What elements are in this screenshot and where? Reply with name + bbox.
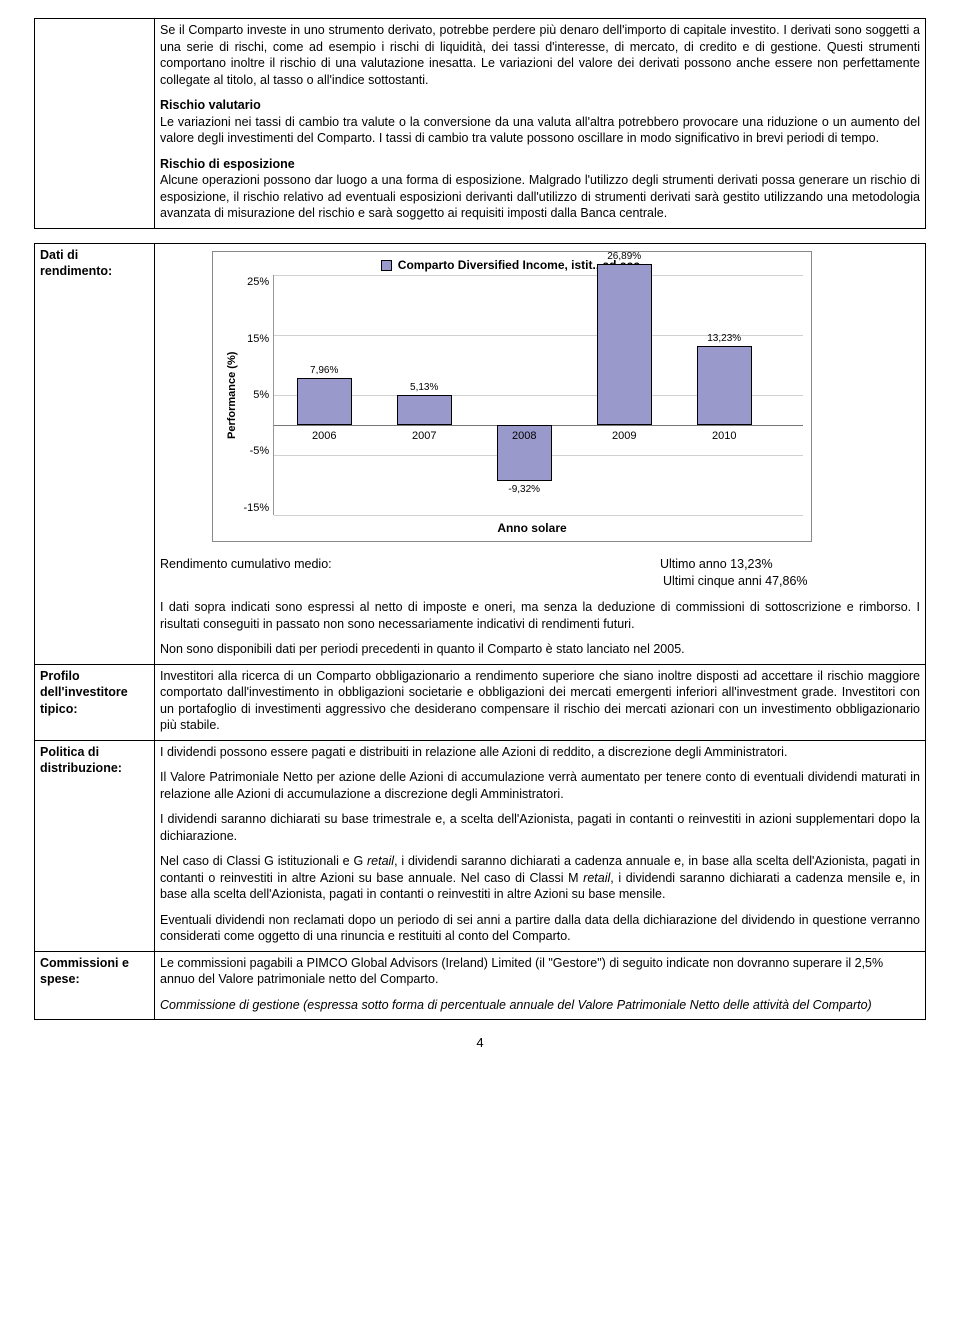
x-tick-label: 2009 — [612, 429, 636, 444]
chart-bar — [397, 395, 452, 426]
politica-p3: I dividendi saranno dichiarati su base t… — [160, 811, 920, 844]
label-politica: Politica di distribuzione: — [35, 740, 155, 951]
x-tick-label: 2010 — [712, 429, 736, 444]
heading-valutario: Rischio valutario — [160, 97, 920, 114]
top-risk-content: Se il Comparto investe in uno strumento … — [155, 19, 926, 229]
x-tick-label: 2007 — [412, 429, 436, 444]
politica-p2: Il Valore Patrimoniale Netto per azione … — [160, 769, 920, 802]
bar-value-label: 7,96% — [310, 364, 338, 377]
commissioni-p2: Commissione di gestione (espressa sotto … — [160, 997, 920, 1014]
performance-chart: Comparto Diversified Income, istit., ad … — [212, 251, 812, 543]
page-number: 4 — [34, 1034, 926, 1051]
y-tick: 25% — [244, 275, 270, 290]
x-tick-label: 2008 — [512, 429, 536, 444]
profilo-text: Investitori alla ricerca di un Comparto … — [160, 668, 920, 734]
y-axis-ticks: 25% 15% 5% -5% -15% — [244, 275, 274, 515]
paragraph-derivatives: Se il Comparto investe in uno strumento … — [160, 22, 920, 88]
label-profilo: Profilo dell'investitore tipico: — [35, 664, 155, 740]
y-tick: -5% — [244, 444, 270, 459]
bar-value-label: 26,89% — [607, 250, 641, 263]
bar-value-label: -9,32% — [508, 483, 540, 496]
politica-p5: Eventuali dividendi non reclamati dopo u… — [160, 912, 920, 945]
chart-bar — [297, 378, 352, 426]
chart-legend: Comparto Diversified Income, istit., ad … — [221, 258, 803, 274]
no-prior-data-text: Non sono disponibili dati per periodi pr… — [160, 641, 920, 658]
plot-area: 7,96%20065,13%2007-9,32%200826,89%200913… — [273, 275, 803, 515]
y-tick: 15% — [244, 332, 270, 347]
content-commissioni: Le commissioni pagabili a PIMCO Global A… — [155, 951, 926, 1020]
x-axis-label: Anno solare — [261, 521, 803, 537]
heading-esposizione: Rischio di esposizione — [160, 156, 920, 173]
bar-value-label: 13,23% — [707, 332, 741, 345]
bar-value-label: 5,13% — [410, 381, 438, 394]
label-rendimento: Dati di rendimento: — [35, 243, 155, 664]
legend-swatch-icon — [381, 260, 392, 271]
chart-bar — [697, 346, 752, 425]
politica-p1: I dividendi possono essere pagati e dist… — [160, 744, 920, 761]
content-profilo: Investitori alla ricerca di un Comparto … — [155, 664, 926, 740]
paragraph-valutario: Le variazioni nei tassi di cambio tra va… — [160, 114, 920, 147]
content-rendimento: Comparto Diversified Income, istit., ad … — [155, 243, 926, 664]
disclaimer-text: I dati sopra indicati sono espressi al n… — [160, 599, 920, 632]
cumulative-return-1yr: Ultimo anno 13,23% — [660, 556, 920, 573]
paragraph-esposizione: Alcune operazioni possono dar luogo a un… — [160, 172, 920, 222]
main-info-table: Dati di rendimento: Comparto Diversified… — [34, 243, 926, 1021]
y-tick: -15% — [244, 501, 270, 516]
politica-p4: Nel caso di Classi G istituzionali e G r… — [160, 853, 920, 903]
top-empty-label — [35, 19, 155, 229]
x-tick-label: 2006 — [312, 429, 336, 444]
y-axis-label: Performance (%) — [221, 275, 244, 515]
label-commissioni: Commissioni e spese: — [35, 951, 155, 1020]
content-politica: I dividendi possono essere pagati e dist… — [155, 740, 926, 951]
y-tick: 5% — [244, 388, 270, 403]
cumulative-return-label: Rendimento cumulativo medio: — [160, 556, 660, 589]
top-risk-table: Se il Comparto investe in uno strumento … — [34, 18, 926, 229]
cumulative-return-5yr: Ultimi cinque anni 47,86% — [660, 573, 920, 590]
commissioni-p1: Le commissioni pagabili a PIMCO Global A… — [160, 955, 920, 988]
chart-bar — [597, 264, 652, 425]
